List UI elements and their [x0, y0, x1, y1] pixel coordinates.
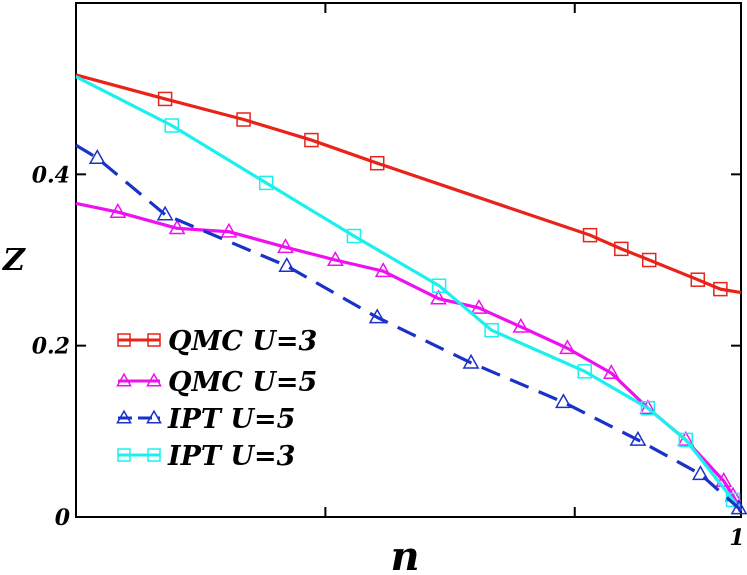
data-point-ipt-u-5 [278, 256, 296, 272]
axis-tick-labels: 0 0.2 0.4 1 [32, 162, 745, 551]
legend-marker [146, 409, 162, 424]
series-qmc-u-3 [75, 73, 742, 297]
data-point-qmc-u-3 [157, 91, 173, 107]
data-point-qmc-u-3 [713, 281, 728, 297]
data-point-qmc-u-3 [304, 132, 319, 148]
series-layer [75, 73, 747, 515]
data-point-ipt-u-3 [431, 278, 447, 293]
data-point-qmc-u-3 [369, 155, 385, 171]
x-axis-label: n [390, 533, 419, 575]
data-point-qmc-u-3 [641, 252, 657, 268]
data-point-qmc-u-5 [326, 250, 344, 266]
data-point-ipt-u-3 [164, 118, 180, 133]
axis-ticks [75, 3, 742, 518]
data-point-qmc-u-3 [614, 241, 629, 257]
series-ipt-u-3 [75, 75, 743, 512]
data-point-qmc-u-5 [559, 339, 576, 355]
data-point-ipt-u-3 [577, 364, 592, 379]
legend-item-ipt-u-3: IPT U=3 [117, 441, 295, 472]
data-point-ipt-u-3 [640, 400, 656, 416]
y-tick-label: 0.2 [32, 334, 70, 360]
data-point-ipt-u-5 [156, 205, 174, 221]
data-point-qmc-u-5 [374, 262, 392, 278]
legend-marker [146, 372, 162, 387]
legend-item-qmc-u-5: QMC U=5 [116, 367, 317, 398]
legend-label: QMC U=5 [168, 367, 317, 398]
data-point-qmc-u-5 [109, 203, 127, 218]
legend-marker [116, 372, 132, 387]
data-point-qmc-u-3 [236, 112, 251, 127]
y-axis-label: Z [2, 243, 26, 278]
data-point-ipt-u-5 [88, 149, 106, 165]
x-tick-label: 1 [729, 525, 744, 551]
legend: QMC U=3 QMC U=5 IPT U=5 IPT U=3 [116, 326, 317, 472]
data-point-qmc-u-5 [602, 364, 620, 380]
legend-label: IPT U=5 [167, 404, 295, 435]
data-point-ipt-u-3 [484, 322, 499, 338]
series-line-ipt-u-3 [75, 75, 743, 512]
legend-marker [117, 448, 131, 462]
data-point-qmc-u-5 [168, 219, 186, 235]
series-ipt-u-5 [75, 143, 747, 515]
data-point-ipt-u-5 [692, 465, 709, 481]
data-point-ipt-u-5 [629, 430, 647, 446]
plot-frame [75, 2, 742, 518]
series-line-ipt-u-5 [75, 143, 743, 514]
legend-marker [116, 409, 132, 424]
data-point-ipt-u-5 [368, 308, 386, 324]
legend-marker [147, 448, 161, 462]
data-point-qmc-u-5 [470, 298, 488, 314]
data-point-ipt-u-3 [678, 432, 694, 448]
data-point-ipt-u-5 [555, 393, 572, 409]
y-tick-label: 0 [55, 505, 71, 531]
series-line-qmc-u-3 [75, 73, 742, 295]
data-point-ipt-u-5 [730, 499, 747, 515]
data-point-qmc-u-5 [220, 222, 238, 238]
legend-label: QMC U=3 [168, 326, 317, 357]
legend-label: IPT U=3 [167, 441, 295, 472]
data-point-ipt-u-3 [725, 492, 741, 508]
legend-item-ipt-u-5: IPT U=5 [116, 404, 295, 435]
data-point-qmc-u-3 [582, 227, 598, 243]
data-point-ipt-u-3 [346, 228, 362, 244]
legend-marker [147, 333, 161, 347]
data-point-ipt-u-3 [258, 175, 274, 191]
legend-marker [117, 333, 131, 347]
legend-item-qmc-u-3: QMC U=3 [117, 326, 317, 357]
data-point-qmc-u-5 [277, 238, 294, 254]
data-point-qmc-u-5 [429, 289, 447, 305]
data-point-qmc-u-3 [690, 272, 706, 287]
data-point-qmc-u-5 [512, 317, 530, 333]
data-point-ipt-u-5 [462, 353, 480, 369]
y-tick-label: 0.4 [32, 162, 70, 188]
